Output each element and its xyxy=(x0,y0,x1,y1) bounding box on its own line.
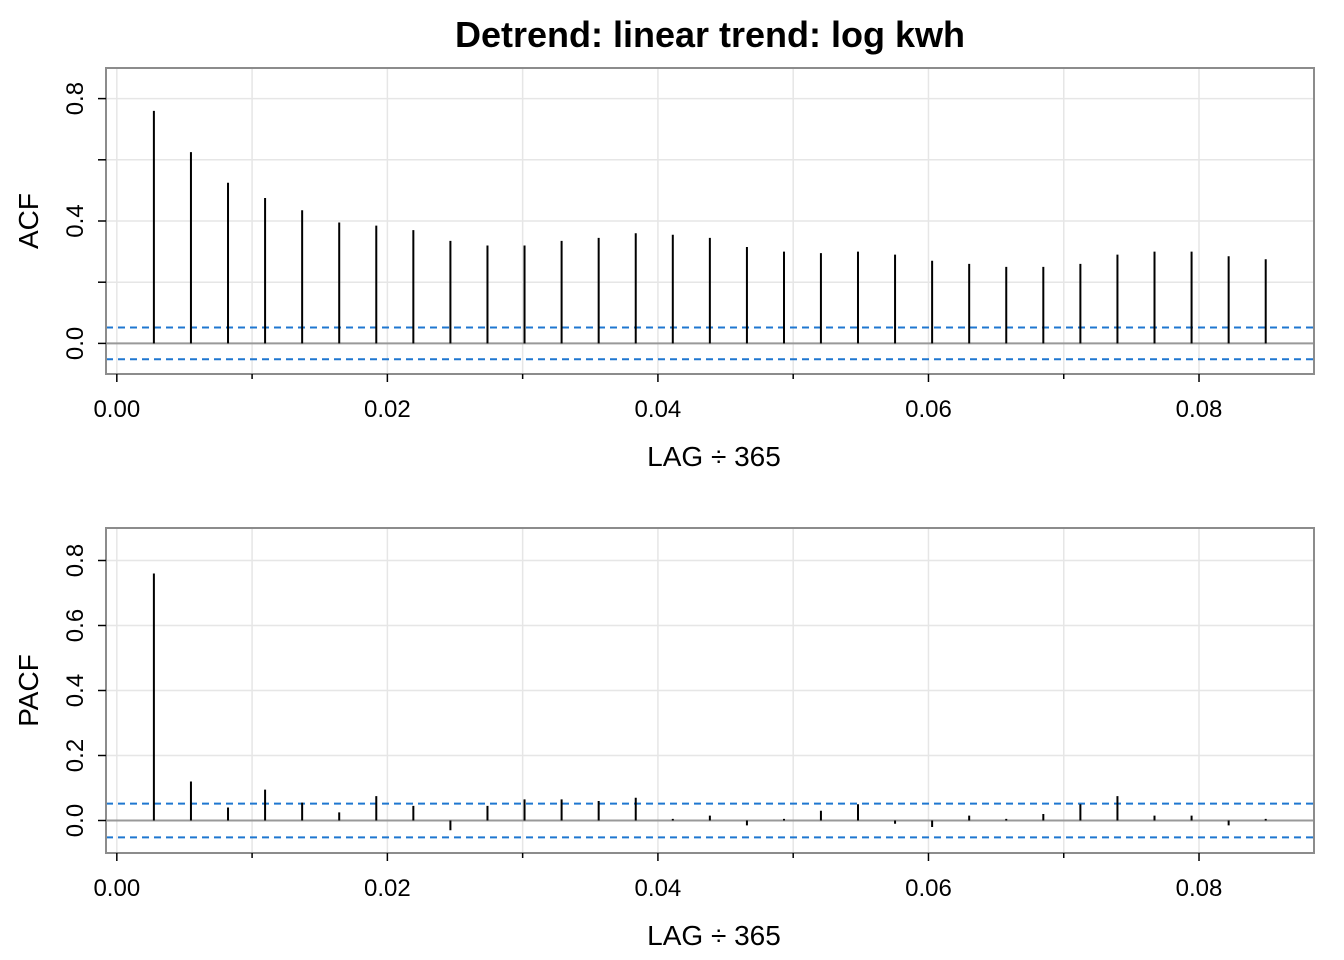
acf-x-tick-label: 0.08 xyxy=(1176,396,1223,423)
acf-x-tick-label: 0.00 xyxy=(93,396,140,423)
acf-x-tick-label: 0.02 xyxy=(364,396,411,423)
acf-panel: 0.00 0.02 0.04 0.06 0.08 0.0 0.4 0.8 LAG ÷ 365 AC… xyxy=(13,67,1315,472)
pacf-x-tick-label: 0.04 xyxy=(635,875,682,902)
pacf-y-tick-label: 0.0 xyxy=(62,804,89,837)
acf-y-tick-label: 0.4 xyxy=(62,204,89,237)
acf-x-axis-label: LAG ÷ 365 xyxy=(647,441,781,472)
pacf-y-tick-label: 0.4 xyxy=(62,674,89,707)
acf-y-tick-label: 0.8 xyxy=(62,82,89,115)
pacf-x-tick-label: 0.02 xyxy=(364,875,411,902)
pacf-y-tick-label: 0.8 xyxy=(62,544,89,577)
chart-title: Detrend: linear trend: log kwh xyxy=(455,14,965,55)
pacf-y-tick-label: 0.2 xyxy=(62,739,89,772)
acf-y-tick-label: 0.0 xyxy=(62,327,89,360)
pacf-x-axis-label: LAG ÷ 365 xyxy=(647,920,781,951)
pacf-x-tick-label: 0.06 xyxy=(905,875,952,902)
pacf-y-axis-label: PACF xyxy=(13,654,44,727)
acf-y-axis-label: ACF xyxy=(13,193,44,249)
acf-x-tick-label: 0.04 xyxy=(635,396,682,423)
pacf-y-tick-label: 0.6 xyxy=(62,609,89,642)
pacf-x-tick-label: 0.00 xyxy=(93,875,140,902)
pacf-x-tick-label: 0.08 xyxy=(1176,875,1223,902)
acf-x-tick-label: 0.06 xyxy=(905,396,952,423)
pacf-panel: 0.00 0.02 0.04 0.06 0.08 0.0 0.2 0.4 0.6 0.8 LAG ÷… xyxy=(13,527,1315,951)
